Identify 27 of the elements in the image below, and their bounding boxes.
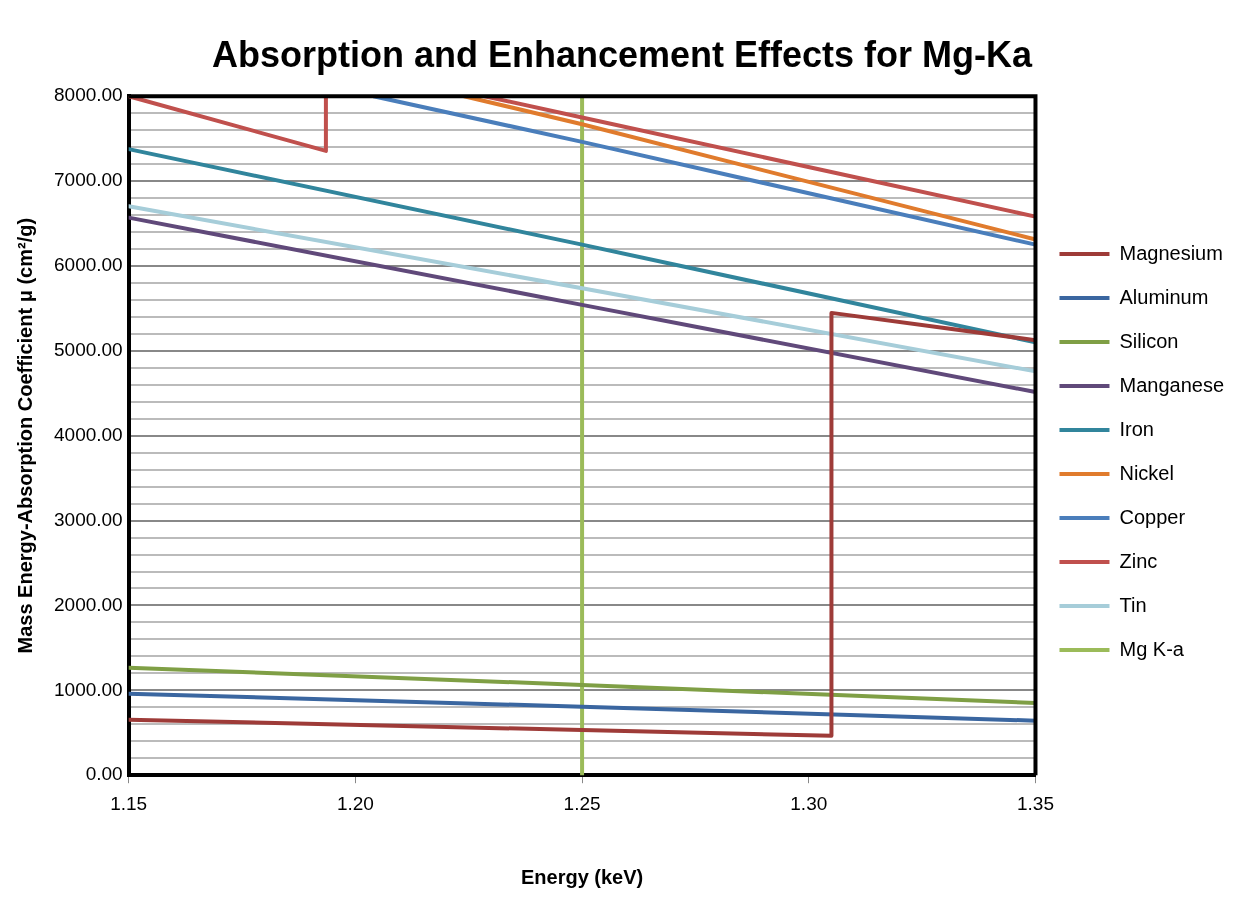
y-tick-label: 8000.00 [53,84,123,106]
x-tick-label: 1.20 [336,792,374,814]
legend-label: Nickel [1119,461,1174,484]
y-axis-title: Mass Energy-Absorption Coefficient μ (cm²/g) [13,217,36,654]
legend-label: Copper [1119,505,1186,528]
y-tick-label: 3000.00 [53,508,123,530]
x-tick-label: 1.25 [563,792,601,814]
legend-label: Manganese [1119,373,1225,396]
legend-label: Aluminum [1119,285,1209,308]
x-tick-label: 1.30 [790,792,828,814]
legend-label: Magnesium [1119,241,1223,264]
legend-label: Silicon [1119,329,1179,352]
legend-label: Mg K-a [1119,637,1185,660]
y-tick-label: 4000.00 [53,423,123,445]
chart-title: Absorption and Enhancement Effects for Mg-Ka [211,33,1033,75]
x-tick-label: 1.35 [1016,792,1054,814]
y-tick-label: 0.00 [85,763,123,785]
legend-label: Zinc [1119,549,1158,572]
x-tick-label: 1.15 [110,792,148,814]
y-tick-label: 2000.00 [53,593,123,615]
x-axis-title: Energy (keV) [520,865,644,888]
y-tick-label: 7000.00 [53,169,123,191]
y-tick-label: 5000.00 [53,339,123,361]
y-tick-label: 1000.00 [53,678,123,700]
y-tick-label: 6000.00 [53,254,123,276]
legend-label: Iron [1119,417,1154,440]
legend-label: Tin [1119,593,1147,616]
